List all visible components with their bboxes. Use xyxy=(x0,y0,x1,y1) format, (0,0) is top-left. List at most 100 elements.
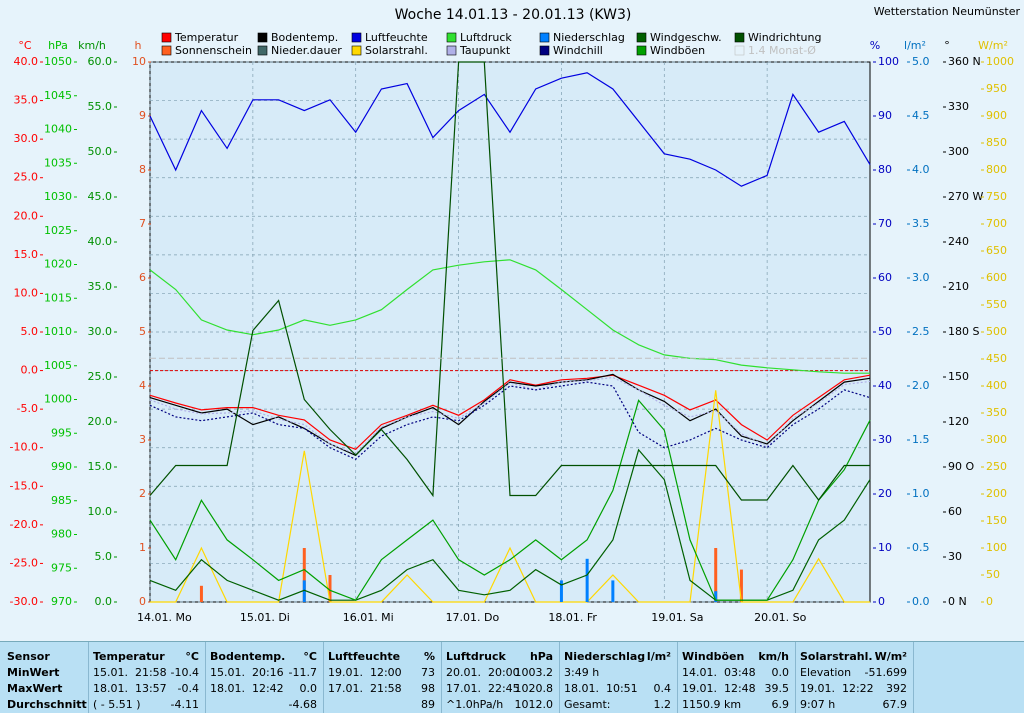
tick-label: 10 xyxy=(132,55,146,68)
legend-swatch xyxy=(161,32,172,43)
tick-label: 0 xyxy=(986,595,993,608)
legend-swatch xyxy=(257,45,268,56)
column-unit: hPa xyxy=(529,650,553,663)
cell-left: 19.01. 12:00 xyxy=(328,666,402,679)
tick-label: 1010 xyxy=(44,325,72,338)
tick-label: 210 xyxy=(948,280,969,293)
tick-label: 70 xyxy=(878,217,892,230)
cell-value: 39.5 xyxy=(764,682,790,695)
tick-label: 20 xyxy=(878,487,892,500)
column-separator xyxy=(795,642,796,713)
cell-left: 19.01. 12:22 xyxy=(800,682,874,695)
cell-left: 15.01. 20:16 xyxy=(210,666,284,679)
tick-label: 650 xyxy=(986,244,1007,257)
legend-swatch xyxy=(351,45,362,56)
tick-label: 360 N xyxy=(948,55,981,68)
tick-label: 1025 xyxy=(44,224,72,237)
column-name: Windböen xyxy=(682,650,745,663)
tick-label: 35.0 xyxy=(88,280,113,293)
cell-value: 6.9 xyxy=(771,698,790,711)
column-unit: km/h xyxy=(758,650,789,663)
cell-left: 15.01. 21:58 xyxy=(93,666,167,679)
tick-label: 9 xyxy=(139,109,146,122)
axis-unit: hPa xyxy=(48,39,68,52)
cell-left: 14.01. 03:48 xyxy=(682,666,756,679)
tick-label: 25.0 xyxy=(88,370,113,383)
cell-value: 73 xyxy=(421,666,435,679)
series-line xyxy=(149,399,871,601)
cell-value: 89 xyxy=(421,698,435,711)
axis-unit: ° xyxy=(944,39,950,52)
tick-label: 4.0 xyxy=(912,163,930,176)
column-unit: W/m² xyxy=(874,650,907,663)
tick-label: 200 xyxy=(986,487,1007,500)
x-tick-label: 17.01. Do xyxy=(446,611,500,624)
tick-label: 100 xyxy=(878,55,899,68)
tick-label: -30.0 xyxy=(10,595,38,608)
column-separator xyxy=(677,642,678,713)
axis-unit: % xyxy=(870,39,880,52)
cell-value: 1012.0 xyxy=(514,698,554,711)
tick-label: 5 xyxy=(139,325,146,338)
tick-label: 985 xyxy=(51,494,72,507)
series-line xyxy=(149,373,871,457)
cell-value: -51.699 xyxy=(864,666,907,679)
bar xyxy=(328,575,332,602)
cell-value: -4.68 xyxy=(288,698,317,711)
series-line xyxy=(149,72,871,187)
tick-label: 10 xyxy=(878,541,892,554)
x-tick-label: 18.01. Fr xyxy=(548,611,597,624)
bar xyxy=(714,548,718,602)
cell-value: -11.7 xyxy=(288,666,317,679)
tick-label: 7 xyxy=(139,217,146,230)
cell-value: 392 xyxy=(886,682,907,695)
legend-swatch xyxy=(161,45,172,56)
legend-label: Windrichtung xyxy=(748,31,821,44)
tick-label: 0 xyxy=(139,595,146,608)
tick-label: 50.0 xyxy=(88,145,113,158)
tick-label: 180 S xyxy=(948,325,979,338)
axis-unit: km/h xyxy=(78,39,106,52)
series-line xyxy=(149,374,871,450)
column-separator xyxy=(913,642,914,713)
cell-left: 18.01. 13:57 xyxy=(93,682,167,695)
tick-label: -20.0 xyxy=(10,518,38,531)
tick-label: 40.0 xyxy=(88,235,113,248)
bar xyxy=(611,580,615,602)
station-name: Wetterstation Neumünster xyxy=(874,5,1021,18)
column-name: Solarstrahl. xyxy=(800,650,873,663)
tick-label: 45.0 xyxy=(88,190,113,203)
tick-label: 3 xyxy=(139,433,146,446)
column-name: Niederschlag xyxy=(564,650,646,663)
tick-label: 1030 xyxy=(44,190,72,203)
tick-label: 1020 xyxy=(44,258,72,271)
axis-unit: W/m² xyxy=(978,39,1008,52)
tick-label: 750 xyxy=(986,190,1007,203)
legend-swatch xyxy=(351,32,362,43)
tick-label: 850 xyxy=(986,136,1007,149)
tick-label: 90 xyxy=(878,109,892,122)
cell-value: 1.2 xyxy=(653,698,672,711)
column-separator xyxy=(441,642,442,713)
tick-label: 550 xyxy=(986,298,1007,311)
legend-label: Windgeschw. xyxy=(650,31,722,44)
tick-label: 25.0 xyxy=(14,171,39,184)
tick-label: 8 xyxy=(139,163,146,176)
cell-value: 0.0 xyxy=(771,666,790,679)
legend-swatch xyxy=(539,32,550,43)
tick-label: 30.0 xyxy=(88,325,113,338)
tick-label: 90 O xyxy=(948,460,974,473)
tick-label: 3.0 xyxy=(912,271,930,284)
tick-label: 30.0 xyxy=(14,132,39,145)
axis-unit: °C xyxy=(18,39,32,52)
tick-label: 450 xyxy=(986,352,1007,365)
legend-label: Sonnenschein xyxy=(175,44,252,57)
legend-swatch xyxy=(636,32,647,43)
series-line xyxy=(150,390,870,603)
tick-label: 50 xyxy=(878,325,892,338)
row-label: MinWert xyxy=(7,666,60,679)
cell-value: 67.9 xyxy=(882,698,908,711)
tick-label: 60 xyxy=(878,271,892,284)
cell-left: 19.01. 12:48 xyxy=(682,682,756,695)
tick-label: 150 xyxy=(948,370,969,383)
